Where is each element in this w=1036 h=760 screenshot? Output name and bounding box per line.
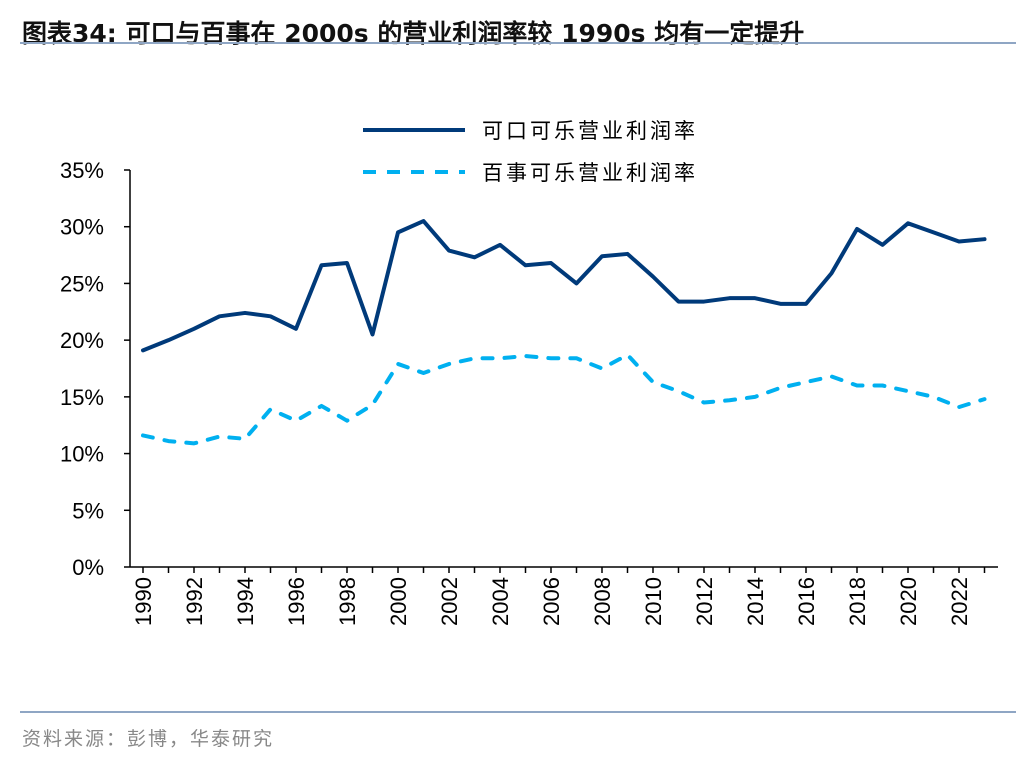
y-tick-label: 35% bbox=[60, 158, 104, 183]
x-tick-label: 2002 bbox=[437, 577, 462, 626]
x-tick-label: 2008 bbox=[590, 577, 615, 626]
x-tick-label: 1990 bbox=[131, 577, 156, 626]
x-tick-label: 2004 bbox=[488, 577, 513, 626]
x-tick-label: 2006 bbox=[539, 577, 564, 626]
title-rule bbox=[20, 42, 1016, 44]
source-note: 资料来源：彭博，华泰研究 bbox=[22, 728, 275, 750]
x-tick-label: 2014 bbox=[743, 577, 768, 626]
footer-rule bbox=[20, 711, 1016, 713]
y-tick-label: 20% bbox=[60, 328, 104, 353]
y-tick-label: 5% bbox=[72, 498, 104, 523]
x-tick-label: 1996 bbox=[284, 577, 309, 626]
y-tick-label: 0% bbox=[72, 555, 104, 580]
x-tick-label: 1992 bbox=[182, 577, 207, 626]
x-tick-label: 2000 bbox=[386, 577, 411, 626]
pepsi-margin-line bbox=[141, 352, 987, 446]
y-tick-label: 15% bbox=[60, 385, 104, 410]
y-tick-label: 30% bbox=[60, 215, 104, 240]
x-tick-label: 2010 bbox=[641, 577, 666, 626]
coke-margin-line bbox=[141, 219, 987, 353]
y-tick-label: 25% bbox=[60, 271, 104, 296]
x-tick-label: 2018 bbox=[845, 577, 870, 626]
y-tick-label: 10% bbox=[60, 442, 104, 467]
x-tick-label: 2020 bbox=[896, 577, 921, 626]
x-tick-label: 2022 bbox=[947, 577, 972, 626]
legend-label: 可口可乐营业利润率 bbox=[482, 119, 698, 143]
x-tick-label: 2012 bbox=[692, 577, 717, 626]
x-tick-label: 1994 bbox=[233, 577, 258, 626]
x-tick-label: 1998 bbox=[335, 577, 360, 626]
legend-label: 百事可乐营业利润率 bbox=[482, 161, 698, 185]
x-tick-label: 2016 bbox=[794, 577, 819, 626]
